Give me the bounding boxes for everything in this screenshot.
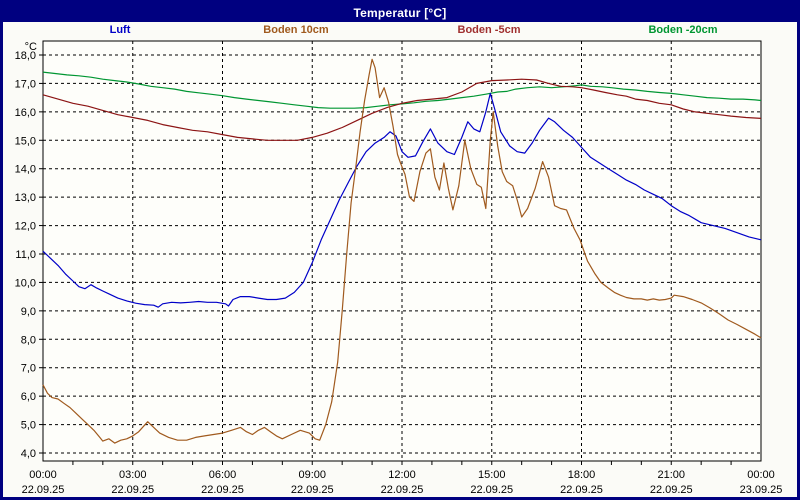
page-title: Temperatur [°C] [353, 5, 447, 20]
x-tick-date: 22.09.25 [560, 484, 603, 496]
x-tick-time: 21:00 [657, 469, 685, 481]
y-tick-label: 15,0 [15, 135, 36, 147]
y-tick-label: 17,0 [15, 78, 36, 90]
y-tick-label: 6,0 [21, 391, 36, 403]
x-tick-date: 22.09.25 [381, 484, 424, 496]
x-tick-date: 22.09.25 [291, 484, 334, 496]
y-tick-label: 13,0 [15, 192, 36, 204]
series-line-boden-5cm [42, 78, 762, 141]
legend-item-boden-20cm: Boden -20cm [648, 24, 718, 36]
temperature-chart: 18,0 17,0 16,0 15,0 14,0 13,0 12,0 11,0 10,0 9,0 8… [15, 40, 783, 496]
legend-item-boden-5cm: Boden -5cm [457, 24, 521, 36]
x-tick-date: 22.09.25 [470, 484, 513, 496]
series-line-boden-20cm [42, 71, 762, 109]
x-tick-time: 18:00 [568, 469, 596, 481]
y-tick-label: 4,0 [21, 448, 36, 460]
x-tick-date: 23.09.25 [740, 484, 783, 496]
x-tick-time: 12:00 [388, 469, 416, 481]
y-tick-label: 12,0 [15, 221, 36, 233]
y-tick-label: 14,0 [15, 164, 36, 176]
y-axis-unit-label: °C [25, 41, 37, 53]
y-tick-label: 18,0 [15, 50, 36, 62]
x-tick-time: 03:00 [119, 469, 147, 481]
x-tick-date: 22.09.25 [22, 484, 65, 496]
y-tick-label: 11,0 [15, 249, 36, 261]
y-tick-label: 7,0 [21, 363, 36, 375]
x-tick-time: 15:00 [478, 469, 506, 481]
series-line-luft [42, 92, 762, 308]
window-titlebar: Temperatur [°C] [3, 3, 797, 22]
chart-legend: Luft Boden 10cm Boden -5cm Boden -20cm [3, 22, 797, 40]
y-tick-label: 16,0 [15, 107, 36, 119]
y-tick-label: 9,0 [21, 306, 36, 318]
y-tick-label: 5,0 [21, 420, 36, 432]
x-tick-time: 00:00 [747, 469, 775, 481]
legend-item-boden-10cm: Boden 10cm [263, 24, 329, 36]
legend-item-luft: Luft [109, 24, 131, 36]
x-tick-time: 06:00 [209, 469, 237, 481]
x-tick-time: 09:00 [298, 469, 326, 481]
x-tick-date: 22.09.25 [201, 484, 244, 496]
x-tick-date: 22.09.25 [650, 484, 693, 496]
y-tick-label: 8,0 [21, 334, 36, 346]
series-line-boden-10cm [42, 58, 762, 444]
chart-area: 18,0 17,0 16,0 15,0 14,0 13,0 12,0 11,0 10,0 9,0 8… [3, 40, 797, 497]
x-tick-date: 22.09.25 [111, 484, 154, 496]
y-tick-label: 10,0 [15, 277, 36, 289]
x-tick-time: 00:00 [29, 469, 57, 481]
